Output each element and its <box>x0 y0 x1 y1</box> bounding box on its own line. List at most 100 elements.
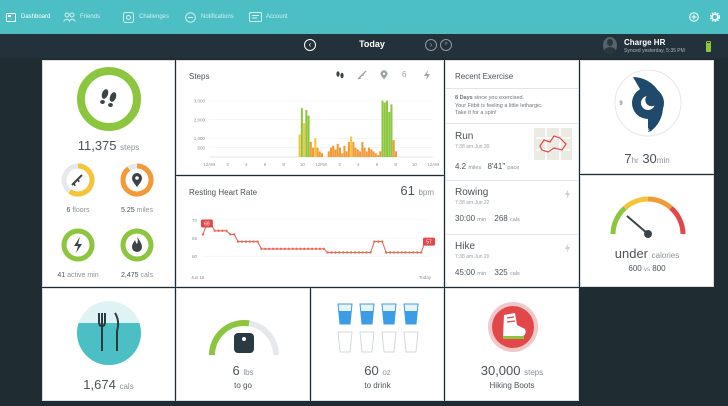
add-icon[interactable] <box>689 12 699 22</box>
steps-bar <box>394 151 397 157</box>
floors-icon[interactable] <box>357 70 367 80</box>
steps-bar <box>329 147 332 157</box>
steps-bar <box>307 115 310 157</box>
water-tile[interactable]: 60 oz to drink <box>311 288 444 401</box>
steps-chart-tile[interactable]: Steps 6 3,000 2,000 1,000 500 12AM 2 4 6 8 10 12PM… <box>176 60 444 175</box>
nav-account[interactable]: Account <box>249 9 288 25</box>
steps-bar <box>359 151 362 157</box>
water-glass-empty[interactable] <box>381 331 397 353</box>
clock-label-9: 9 <box>619 101 623 107</box>
calorie-budget-tile[interactable]: under calories 600 vs 800 <box>580 175 714 287</box>
heart-rate-point <box>283 247 287 251</box>
heart-rate-point <box>326 251 329 254</box>
exercise-stats: 4.2 miles 8'41" pace <box>455 162 519 171</box>
skip-to-today-button[interactable]: » <box>440 39 452 51</box>
steps-bar <box>309 141 312 157</box>
nav-notifications[interactable]: Notifications <box>184 9 234 25</box>
x-tick-label: 4 <box>245 162 248 167</box>
x-tick-label: 2 <box>226 162 229 167</box>
previous-day-button[interactable]: ‹ <box>304 39 316 51</box>
exercise-item-run[interactable]: Run 7:38 am Jun 30 4.2 miles 8'41" pace <box>446 124 578 180</box>
food-tile[interactable]: 1,674 cals <box>42 288 175 401</box>
x-tick-label: 10 <box>300 162 306 167</box>
steps-bar <box>392 140 395 157</box>
lightning-icon <box>564 189 571 199</box>
sleep-tile[interactable]: 12 3 6 9 7hr 30min <box>580 60 714 174</box>
alert-line2: Your Fitbit is feeling a little lethargi… <box>455 102 543 109</box>
water-glass-filled[interactable] <box>381 303 397 325</box>
heart-rate-tile[interactable]: Resting Heart Rate 61 bpm 70 65 60 69 57 Jun … <box>176 176 444 287</box>
next-day-button[interactable]: › <box>425 39 437 51</box>
badge-tile[interactable]: 30,000 steps Hiking Boots <box>445 288 579 401</box>
exercise-alert: 8 Days since you exercised. Your Fitbit … <box>455 95 543 118</box>
floors-ring[interactable] <box>60 162 96 198</box>
avatar[interactable] <box>603 37 617 54</box>
chevron-right-icon: › <box>429 40 433 49</box>
steps-value: 11,375 <box>77 138 117 153</box>
distance-value: 5.25 <box>121 207 135 214</box>
battery-icon <box>706 41 711 52</box>
divider <box>446 88 578 89</box>
steps-bar-chart: 3,000 2,000 1,000 500 12AM 2 4 6 8 10 12PM 2 4 6 8 10 12… <box>194 99 439 167</box>
heart-rate-point <box>404 251 407 254</box>
water-suffix: to drink <box>364 381 391 390</box>
weight-unit: lbs <box>243 368 254 377</box>
calorie-budget-detail: 600 vs 800 <box>581 264 713 273</box>
weight-gauge <box>209 320 279 356</box>
exercise-item-rowing[interactable]: Rowing 7:38 am Jun 22 30:00 min 268 cals <box>446 181 578 234</box>
stat2: 325 <box>494 268 508 277</box>
active-minutes-ring[interactable] <box>60 227 96 263</box>
steps-bar <box>298 134 301 157</box>
steps-bar <box>303 123 306 157</box>
steps-bar <box>334 149 337 157</box>
weight-tile[interactable]: 6 lbs to go <box>176 288 310 401</box>
heart-rate-point <box>345 251 349 254</box>
x-tick-label: 2 <box>338 162 341 167</box>
steps-unit: steps <box>120 143 140 152</box>
nav-label: Account <box>266 14 288 20</box>
steps-ring[interactable] <box>76 66 142 132</box>
nav-friends[interactable]: Friends <box>63 9 100 25</box>
calories-filter[interactable]: 6 <box>402 70 407 79</box>
heart-rate-callout <box>200 219 213 228</box>
water-glass-empty[interactable] <box>403 331 419 353</box>
stat1: 30:00 <box>455 214 476 223</box>
stat2: 268 <box>494 214 508 223</box>
distance-ring[interactable] <box>119 162 155 198</box>
water-glass-empty[interactable] <box>337 331 353 353</box>
water-glass-filled[interactable] <box>337 303 353 325</box>
x-tick-label: 12AM <box>203 162 215 167</box>
y-tick-label: 70 <box>192 218 198 223</box>
water-glass-filled[interactable] <box>403 303 419 325</box>
x-label-start: Jun 16 <box>191 275 205 280</box>
hiking-boots-badge <box>488 302 538 352</box>
device-name: Charge HR <box>624 38 666 47</box>
calories-ring[interactable] <box>119 227 155 263</box>
heart-rate-point <box>221 229 224 232</box>
heart-rate-unit: bpm <box>418 188 434 197</box>
x-tick-label: 6 <box>376 162 379 167</box>
run-route-map[interactable] <box>534 128 572 160</box>
steps-icon[interactable] <box>335 70 345 80</box>
nav-challenges[interactable]: Challenges <box>122 9 169 25</box>
heart-rate-point <box>287 247 290 251</box>
water-glass-empty[interactable] <box>359 331 375 353</box>
stat1: 45:00 <box>455 268 476 277</box>
heart-rate-point <box>240 240 244 243</box>
gear-icon[interactable] <box>710 12 720 22</box>
activity-summary-tile: 11,375 steps 6 floors 5.25 miles 41 acti… <box>42 60 175 287</box>
y-tick-label: 1,000 <box>194 136 206 141</box>
ring-progress <box>61 228 95 262</box>
heart-rate-point <box>353 251 357 254</box>
heart-rate-point <box>307 247 310 251</box>
heart-rate-callout <box>423 237 435 246</box>
x-tick-label: 12PM <box>315 162 327 167</box>
friends-icon <box>63 11 76 23</box>
water-glass-filled[interactable] <box>359 303 375 325</box>
calories-icon <box>132 237 142 252</box>
location-icon[interactable] <box>379 70 389 80</box>
exercise-item-hike[interactable]: Hike 7:38 am Jun 20 45:00 min 325 cals <box>446 235 578 287</box>
nav-dashboard[interactable]: Dashboard <box>4 9 50 25</box>
lightning-icon[interactable] <box>423 70 431 80</box>
weight-value-line: 6 lbs <box>177 363 309 378</box>
